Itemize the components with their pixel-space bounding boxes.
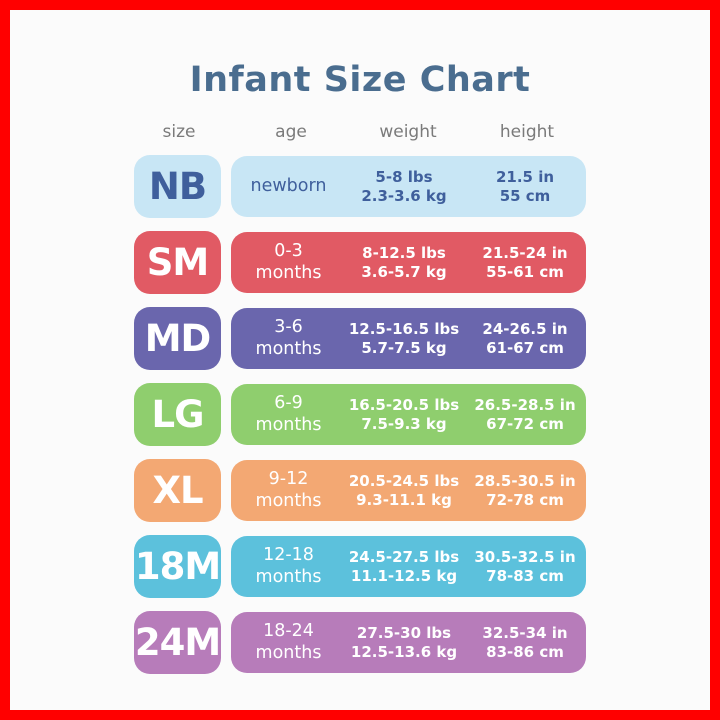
size-badge: NB [134, 155, 221, 218]
weight-cell: 16.5-20.5 lbs 7.5-9.3 kg [344, 384, 464, 445]
weight-cell: 5-8 lbs 2.3-3.6 kg [344, 156, 464, 217]
height-cm: 72-78 cm [486, 490, 564, 509]
weight-kg: 9.3-11.1 kg [356, 490, 452, 509]
weight-cell: 12.5-16.5 lbs 5.7-7.5 kg [344, 308, 464, 369]
weight-cell: 27.5-30 lbs 12.5-13.6 kg [344, 612, 464, 673]
weight-kg: 11.1-12.5 kg [350, 566, 458, 585]
header-age: age [275, 122, 307, 142]
weight-kg: 5.7-7.5 kg [361, 338, 447, 357]
height-in: 28.5-30.5 in [474, 472, 576, 491]
size-info-band: 3-6 months 12.5-16.5 lbs 5.7-7.5 kg 24-2… [231, 308, 586, 369]
size-badge: XL [134, 459, 221, 522]
size-badge: 24M [134, 611, 221, 674]
weight-kg: 2.3-3.6 kg [361, 186, 447, 205]
height-in: 30.5-32.5 in [474, 548, 576, 567]
age-line-1: 18-24 [263, 621, 314, 642]
weight-lbs: 24.5-27.5 lbs [348, 548, 460, 567]
header-weight: weight [379, 122, 437, 142]
weight-lbs: 20.5-24.5 lbs [348, 472, 460, 491]
size-info-band: 18-24 months 27.5-30 lbs 12.5-13.6 kg 32… [231, 612, 586, 673]
height-cell: 21.5-24 in 55-61 cm [466, 232, 584, 293]
height-in: 21.5-24 in [482, 244, 568, 263]
size-row-nb: NB newborn 5-8 lbs 2.3-3.6 kg 21.5 in 55… [10, 154, 710, 220]
weight-lbs: 27.5-30 lbs [356, 624, 452, 643]
age-line-1: 12-18 [263, 545, 314, 566]
size-info-band: 0-3 months 8-12.5 lbs 3.6-5.7 kg 21.5-24… [231, 232, 586, 293]
age-line-2: months [255, 642, 322, 663]
size-row-sm: SM 0-3 months 8-12.5 lbs 3.6-5.7 kg 21.5… [10, 230, 710, 296]
header-size: size [162, 122, 196, 142]
height-cm: 55-61 cm [486, 262, 564, 281]
weight-lbs: 8-12.5 lbs [362, 244, 446, 263]
age-cell: 12-18 months [236, 536, 341, 597]
size-row-18m: 18M 12-18 months 24.5-27.5 lbs 11.1-12.5… [10, 534, 710, 600]
size-row-24m: 24M 18-24 months 27.5-30 lbs 12.5-13.6 k… [10, 610, 710, 676]
age-line-1: 0-3 [274, 241, 303, 262]
size-badge: 18M [134, 535, 221, 598]
size-info-band: 9-12 months 20.5-24.5 lbs 9.3-11.1 kg 28… [231, 460, 586, 521]
age-cell: 3-6 months [236, 308, 341, 369]
weight-kg: 3.6-5.7 kg [361, 262, 447, 281]
chart-title: Infant Size Chart [189, 60, 531, 100]
height-cell: 26.5-28.5 in 67-72 cm [466, 384, 584, 445]
age-cell: 6-9 months [236, 384, 341, 445]
size-info-band: 6-9 months 16.5-20.5 lbs 7.5-9.3 kg 26.5… [231, 384, 586, 445]
weight-cell: 24.5-27.5 lbs 11.1-12.5 kg [344, 536, 464, 597]
height-cell: 21.5 in 55 cm [466, 156, 584, 217]
height-in: 24-26.5 in [482, 320, 568, 339]
height-cm: 83-86 cm [486, 642, 564, 661]
age-cell: 18-24 months [236, 612, 341, 673]
height-cell: 32.5-34 in 83-86 cm [466, 612, 584, 673]
height-in: 32.5-34 in [482, 624, 568, 643]
size-badge: SM [134, 231, 221, 294]
age-line-2: months [255, 414, 322, 435]
age-cell: 0-3 months [236, 232, 341, 293]
header-height: height [499, 122, 555, 142]
age-line-2: months [255, 262, 322, 283]
weight-lbs: 16.5-20.5 lbs [348, 396, 460, 415]
height-cm: 78-83 cm [486, 566, 564, 585]
size-badge: MD [134, 307, 221, 370]
weight-lbs: 12.5-16.5 lbs [348, 320, 460, 339]
size-info-band: 12-18 months 24.5-27.5 lbs 11.1-12.5 kg … [231, 536, 586, 597]
height-cell: 30.5-32.5 in 78-83 cm [466, 536, 584, 597]
age-line-1: 6-9 [274, 393, 303, 414]
size-row-md: MD 3-6 months 12.5-16.5 lbs 5.7-7.5 kg 2… [10, 306, 710, 372]
size-row-xl: XL 9-12 months 20.5-24.5 lbs 9.3-11.1 kg… [10, 458, 710, 524]
age-line-2: months [255, 338, 322, 359]
height-cm: 55 cm [499, 186, 551, 205]
height-cm: 61-67 cm [486, 338, 564, 357]
height-in: 21.5 in [495, 168, 555, 187]
age-line-2: months [255, 490, 322, 511]
size-row-lg: LG 6-9 months 16.5-20.5 lbs 7.5-9.3 kg 2… [10, 382, 710, 448]
size-info-band: newborn 5-8 lbs 2.3-3.6 kg 21.5 in 55 cm [231, 156, 586, 217]
size-chart-card: Infant Size Chart size age weight height… [10, 10, 710, 710]
weight-cell: 20.5-24.5 lbs 9.3-11.1 kg [344, 460, 464, 521]
weight-kg: 12.5-13.6 kg [350, 642, 458, 661]
age-cell: newborn [236, 156, 341, 217]
weight-lbs: 5-8 lbs [375, 168, 433, 187]
age-line-2: months [255, 566, 322, 587]
age-line-1: newborn [250, 175, 327, 196]
height-in: 26.5-28.5 in [474, 396, 576, 415]
weight-cell: 8-12.5 lbs 3.6-5.7 kg [344, 232, 464, 293]
age-cell: 9-12 months [236, 460, 341, 521]
weight-kg: 7.5-9.3 kg [361, 414, 447, 433]
size-badge: LG [134, 383, 221, 446]
height-cell: 28.5-30.5 in 72-78 cm [466, 460, 584, 521]
height-cm: 67-72 cm [486, 414, 564, 433]
height-cell: 24-26.5 in 61-67 cm [466, 308, 584, 369]
age-line-1: 3-6 [274, 317, 303, 338]
age-line-1: 9-12 [268, 469, 309, 490]
